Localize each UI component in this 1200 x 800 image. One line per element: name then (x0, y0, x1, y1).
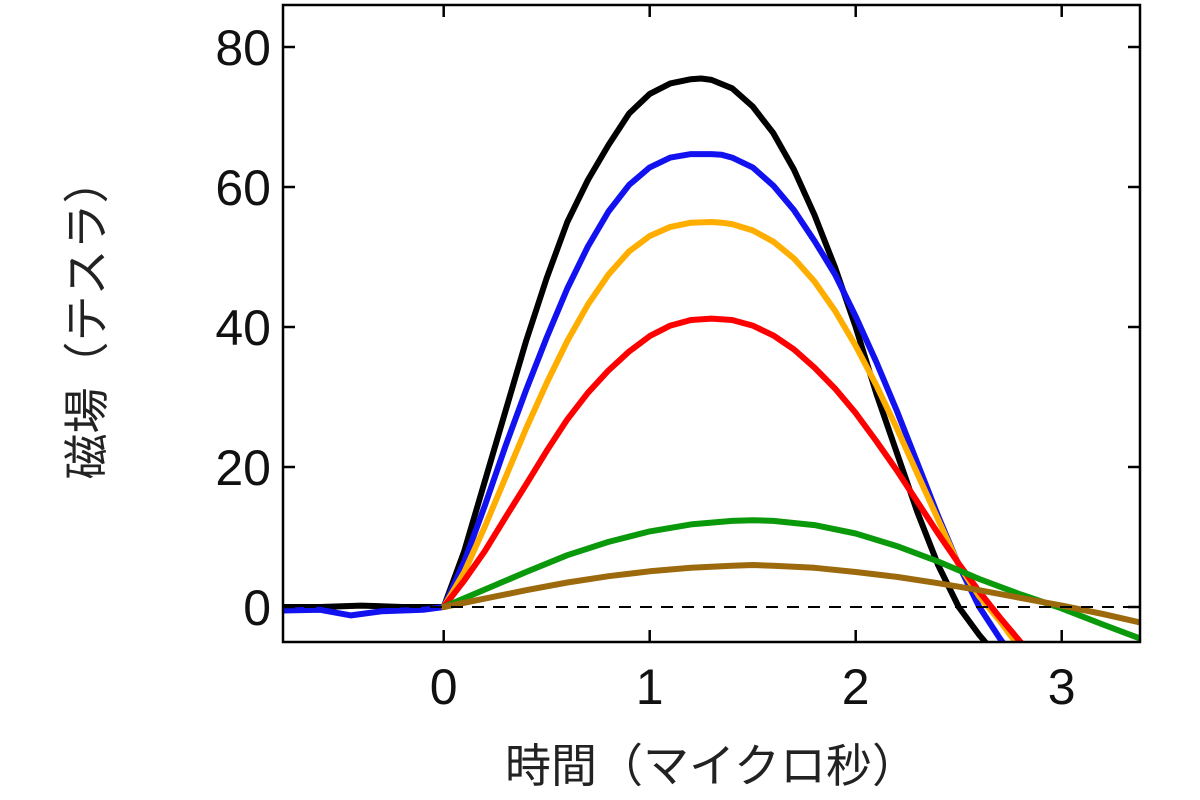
y-tick-label: 40 (215, 300, 271, 356)
series-line-6 (440, 562, 1140, 626)
x-tick-label: 2 (842, 659, 870, 715)
x-axis-label: 時間（マイクロ秒） (505, 739, 918, 793)
y-tick-label: 0 (243, 580, 271, 636)
y-tick-label: 20 (215, 440, 271, 496)
y-tick-label: 60 (215, 160, 271, 216)
x-tick-label: 1 (636, 659, 664, 715)
y-tick-label: 80 (215, 20, 271, 76)
y-axis-label: 磁場（テスラ） (60, 158, 114, 480)
x-tick-label: 3 (1048, 659, 1076, 715)
series-line-4 (440, 315, 1025, 642)
series-line-2 (283, 151, 1007, 642)
tick-layer: 0 1 2 3 0 20 40 60 80 (215, 5, 1140, 715)
series-line-5 (440, 517, 1140, 642)
series-layer (283, 75, 1140, 642)
series-line-3 (440, 219, 1020, 642)
x-tick-label: 0 (430, 659, 458, 715)
plot-frame (281, 3, 1142, 644)
